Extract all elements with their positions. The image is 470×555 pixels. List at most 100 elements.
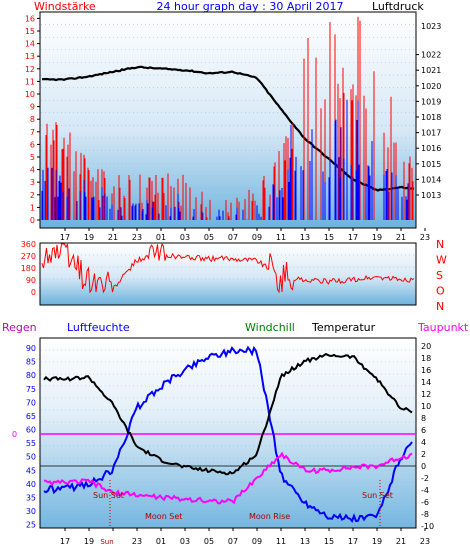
temperature-tick-label: 10	[421, 402, 431, 411]
temperature-tick-label: 6	[421, 426, 426, 435]
direction-tick-label: 180	[21, 264, 36, 273]
wind-tick-label: 13	[25, 52, 35, 61]
humidity-tick-label: 90	[26, 344, 36, 353]
wind-tick-label: 4	[30, 166, 35, 175]
x-tick-label-top: 19	[372, 233, 382, 242]
rain-zero-label: 0	[12, 430, 17, 439]
x-tick-label-top: 03	[180, 233, 190, 242]
temperature-tick-label: -8	[421, 510, 429, 519]
humidity-tick-label: 25	[26, 521, 36, 530]
pressure-tick-label: 1021	[421, 66, 441, 75]
compass-letter: S	[436, 269, 443, 282]
pressure-tick-label: 1018	[421, 113, 441, 122]
direction-tick-label: 360	[21, 240, 36, 249]
wind-direction-line	[41, 242, 415, 294]
compass-letter: O	[436, 285, 445, 298]
x-tick-label-top: 23	[420, 233, 430, 242]
pressure-tick-label: 1019	[421, 97, 441, 106]
x-tick-label-top: 21	[108, 233, 118, 242]
x-tick-label-bottom: 19	[84, 537, 94, 546]
humidity-tick-label: 55	[26, 439, 36, 448]
x-tick-label-top: 01	[156, 233, 166, 242]
wind-tick-label: 15	[25, 27, 35, 36]
pressure-tick-label: 1016	[421, 144, 441, 153]
direction-plot-area	[39, 242, 417, 306]
wind-tick-label: 3	[30, 178, 35, 187]
x-tick-label-bottom: 21	[396, 537, 406, 546]
x-tick-label-bottom: 19	[372, 537, 382, 546]
pressure-tick-label: 1017	[421, 129, 441, 138]
temperature-tick-label: -2	[421, 474, 429, 483]
pressure-tick-label: 1015	[421, 160, 441, 169]
humidity-tick-label: 35	[26, 493, 36, 502]
x-tick-label-bottom: 11	[276, 537, 286, 546]
humidity-tick-label: 40	[26, 480, 36, 489]
sun-marker-label: Sun	[100, 538, 113, 546]
wind-tick-label: 14	[25, 40, 35, 49]
event-markers: Sun Set Moon Set Moon Rise Sun Set Sun	[93, 480, 393, 546]
x-tick-label-bottom: 01	[156, 537, 166, 546]
humidity-tick-label: 45	[26, 466, 36, 475]
wind-tick-label: 16	[25, 14, 35, 23]
x-tick-label-top: 05	[204, 233, 214, 242]
temperature-tick-label: 18	[421, 354, 431, 363]
temperature-tick-label: -10	[421, 522, 434, 531]
temperature-tick-label: 16	[421, 366, 431, 375]
pressure-tick-label: 1014	[421, 175, 441, 184]
wind-tick-label: 9	[30, 103, 35, 112]
x-tick-label-top: 21	[396, 233, 406, 242]
temperature-tick-label: 14	[421, 378, 431, 387]
sunset-label: Sun Set	[362, 491, 393, 500]
x-tick-label-bottom: 17	[60, 537, 70, 546]
x-tick-label-top: 11	[276, 233, 286, 242]
temperature-tick-label: 4	[421, 438, 426, 447]
wind-tick-label: 1	[30, 203, 35, 212]
sunset-label: Sun Set	[93, 491, 124, 500]
pressure-tick-label: 1020	[421, 82, 441, 91]
wind-tick-label: 12	[25, 65, 35, 74]
wind-axis-title: Windstärke	[34, 0, 96, 13]
x-tick-label-bottom: 05	[204, 537, 214, 546]
dewpoint-legend: Taupunkt	[417, 321, 469, 334]
temperature-line	[43, 352, 413, 476]
x-tick-label-top: 13	[300, 233, 310, 242]
x-tick-label-top: 23	[132, 233, 142, 242]
wind-average-bars	[41, 99, 409, 220]
x-tick-label-top: 19	[84, 233, 94, 242]
compass-letter: N	[436, 238, 444, 251]
direction-tick-label: 0	[31, 288, 36, 297]
chart-title: 24 hour graph day : 30 April 2017	[157, 0, 344, 13]
x-tick-label-bottom: 09	[252, 537, 262, 546]
compass-letter: W	[436, 254, 447, 267]
x-tick-label-bottom: 23	[132, 537, 142, 546]
pressure-tick-label: 1013	[421, 191, 441, 200]
wind-tick-label: 0	[30, 216, 35, 225]
humidity-tick-label: 30	[26, 507, 36, 516]
humidity-tick-label: 60	[26, 426, 36, 435]
windchill-legend: Windchill	[245, 321, 295, 334]
rain-legend: Regen	[2, 321, 37, 334]
x-tick-label-top: 07	[228, 233, 238, 242]
pressure-axis-title: Luftdruck	[372, 0, 424, 13]
x-tick-label-bottom: 17	[348, 537, 358, 546]
humidity-tick-label: 80	[26, 371, 36, 380]
x-tick-label-bottom: 13	[300, 537, 310, 546]
x-tick-label-top: 17	[348, 233, 358, 242]
temperature-tick-label: 20	[421, 342, 431, 351]
humidity-line	[43, 345, 413, 523]
x-tick-label-top: 17	[60, 233, 70, 242]
humidity-tick-label: 70	[26, 398, 36, 407]
compass-letter: N	[436, 300, 444, 313]
bottom-plot-area	[39, 337, 417, 529]
x-tick-label-top: 15	[324, 233, 334, 242]
dewpoint-line	[43, 451, 413, 505]
x-tick-label-bottom: 07	[228, 537, 238, 546]
temperature-tick-label: 12	[421, 390, 431, 399]
temperature-tick-label: -6	[421, 498, 429, 507]
wind-tick-label: 6	[30, 140, 35, 149]
pressure-tick-label: 1023	[421, 22, 441, 31]
humidity-tick-label: 85	[26, 358, 36, 367]
